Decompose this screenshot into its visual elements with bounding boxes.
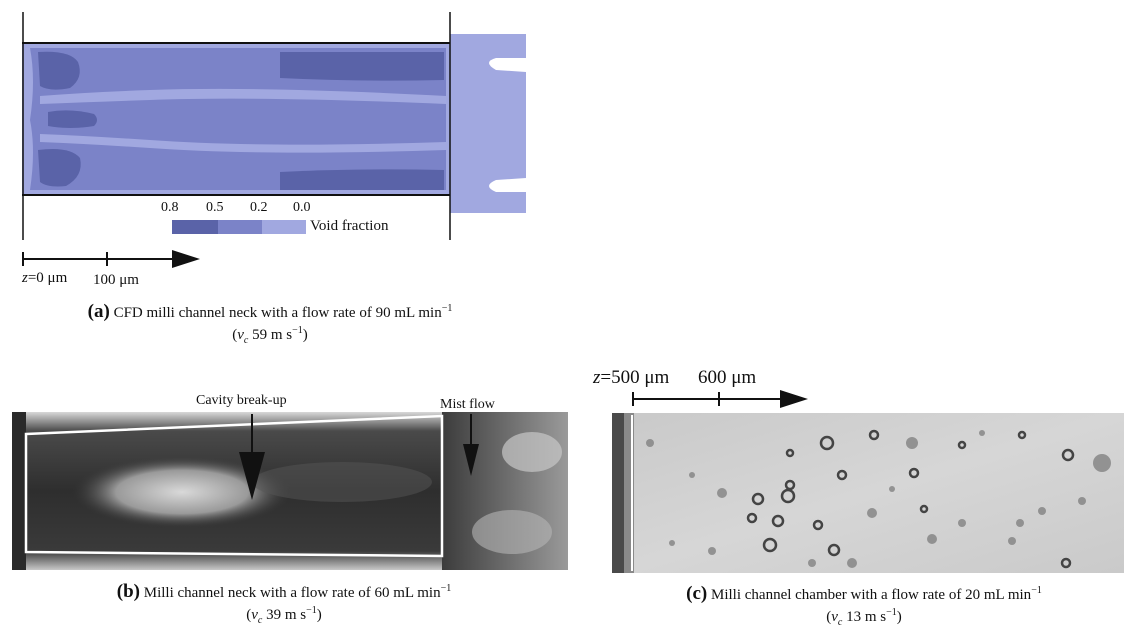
void-region-light-band-bottom bbox=[40, 134, 446, 153]
legend-value-3: 0.2 bbox=[250, 200, 268, 215]
legend-swatch-dark bbox=[172, 220, 218, 234]
cavity-arrow-head bbox=[239, 452, 265, 500]
caption-a-velocity: (vc 59 m s−1) bbox=[232, 325, 308, 346]
outflow-plume bbox=[450, 34, 526, 213]
caption-a-text: CFD milli channel neck with a flow rate … bbox=[113, 305, 442, 321]
legend-title: Void fraction bbox=[310, 218, 389, 234]
milli-channel-chamber-photo bbox=[612, 413, 1124, 573]
void-core-bottom-right bbox=[280, 169, 444, 190]
caption-b: (b) Milli channel neck with a flow rate … bbox=[0, 580, 568, 630]
scale-bar-a bbox=[22, 250, 202, 268]
void-core-top bbox=[38, 51, 80, 90]
caption-a: (a) CFD milli channel neck with a flow r… bbox=[0, 300, 540, 350]
annotation-mist-flow: Mist flow bbox=[440, 397, 495, 412]
legend-swatch-mid bbox=[218, 220, 262, 234]
void-region-light-band-top bbox=[40, 88, 446, 104]
milli-channel-neck-photo bbox=[12, 412, 568, 570]
legend-value-4: 0.0 bbox=[293, 200, 311, 215]
caption-b-text: Milli channel neck with a flow rate of 6… bbox=[143, 585, 441, 601]
legend-value-1: 0.8 bbox=[161, 200, 179, 215]
caption-a-letter: (a) bbox=[87, 301, 110, 322]
mist-arrow-head bbox=[463, 444, 479, 476]
scale-a-tick-label: 100 μm bbox=[93, 272, 139, 288]
void-region-mid bbox=[30, 48, 446, 190]
legend-swatch-light bbox=[262, 220, 306, 234]
caption-b-letter: (b) bbox=[116, 581, 140, 602]
legend-value-2: 0.5 bbox=[206, 200, 224, 215]
void-core-bottom bbox=[38, 149, 81, 187]
annotation-cavity-break-up: Cavity break-up bbox=[196, 393, 287, 408]
void-core-middle bbox=[48, 110, 97, 128]
caption-c-velocity: (vc 13 m s−1) bbox=[826, 607, 902, 628]
cavity-bright-region bbox=[72, 456, 292, 528]
droplets bbox=[746, 429, 1075, 569]
caption-b-velocity: (vc 39 m s−1) bbox=[246, 605, 322, 626]
scale-c-tick-label: 600 μm bbox=[698, 367, 757, 388]
neck-outline bbox=[24, 414, 444, 558]
scale-c-start-label: z=500 μm bbox=[593, 367, 670, 388]
cfd-void-fraction-figure bbox=[22, 12, 526, 240]
void-core-top-right bbox=[280, 52, 444, 81]
caption-c-text: Milli channel chamber with a flow rate o… bbox=[711, 587, 1032, 603]
caption-c-letter: (c) bbox=[686, 583, 708, 604]
scale-a-start-label: z=0 μm bbox=[22, 270, 68, 286]
scale-bar-c bbox=[632, 390, 812, 408]
caption-c: (c) Milli channel chamber with a flow ra… bbox=[604, 582, 1124, 632]
